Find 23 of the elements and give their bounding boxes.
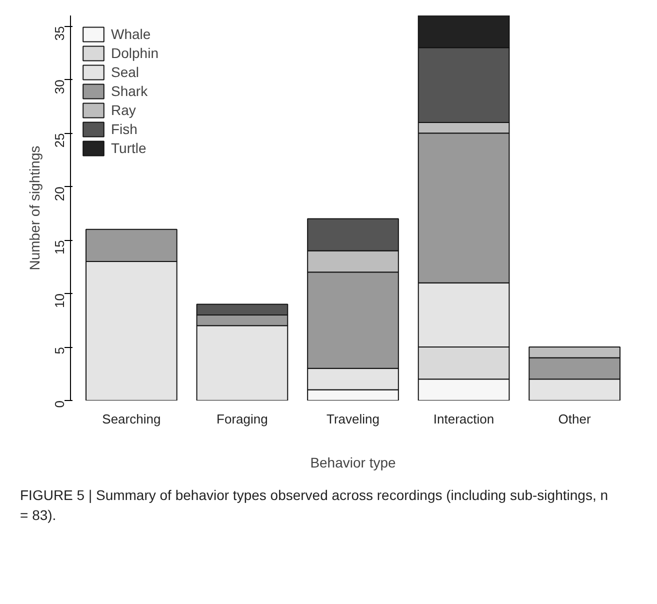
caption: FIGURE 5 | Summary of behavior types observed across recordings (including sub-sightings, n = 83). bbox=[20, 486, 610, 525]
legend-label: Dolphin bbox=[111, 45, 158, 61]
legend-label: Shark bbox=[111, 83, 148, 99]
legend-label: Ray bbox=[111, 102, 136, 118]
x-tick-label: Searching bbox=[102, 412, 161, 426]
x-tick-label: Interaction bbox=[433, 412, 494, 426]
y-tick-label: 25 bbox=[52, 133, 67, 148]
x-tick-label: Traveling bbox=[326, 412, 380, 426]
y-tick-label: 20 bbox=[52, 186, 67, 202]
y-tick-label: 5 bbox=[52, 347, 67, 354]
legend-label: Whale bbox=[111, 26, 151, 42]
y-tick-label: 15 bbox=[52, 240, 67, 255]
y-tick-label: 0 bbox=[52, 400, 67, 408]
y-tick-label: 35 bbox=[52, 26, 67, 41]
x-axis-title: Behavior type bbox=[310, 454, 396, 470]
y-tick-label: 10 bbox=[52, 294, 67, 308]
x-tick-label: Foraging bbox=[216, 412, 268, 426]
legend-label: Fish bbox=[111, 121, 138, 137]
legend-label: Seal bbox=[111, 64, 140, 80]
y-axis-title: Number of sightings bbox=[26, 146, 42, 270]
x-tick-label: Other bbox=[558, 412, 592, 426]
legend-label: Turtle bbox=[111, 140, 146, 156]
y-tick-label: 30 bbox=[52, 80, 67, 94]
